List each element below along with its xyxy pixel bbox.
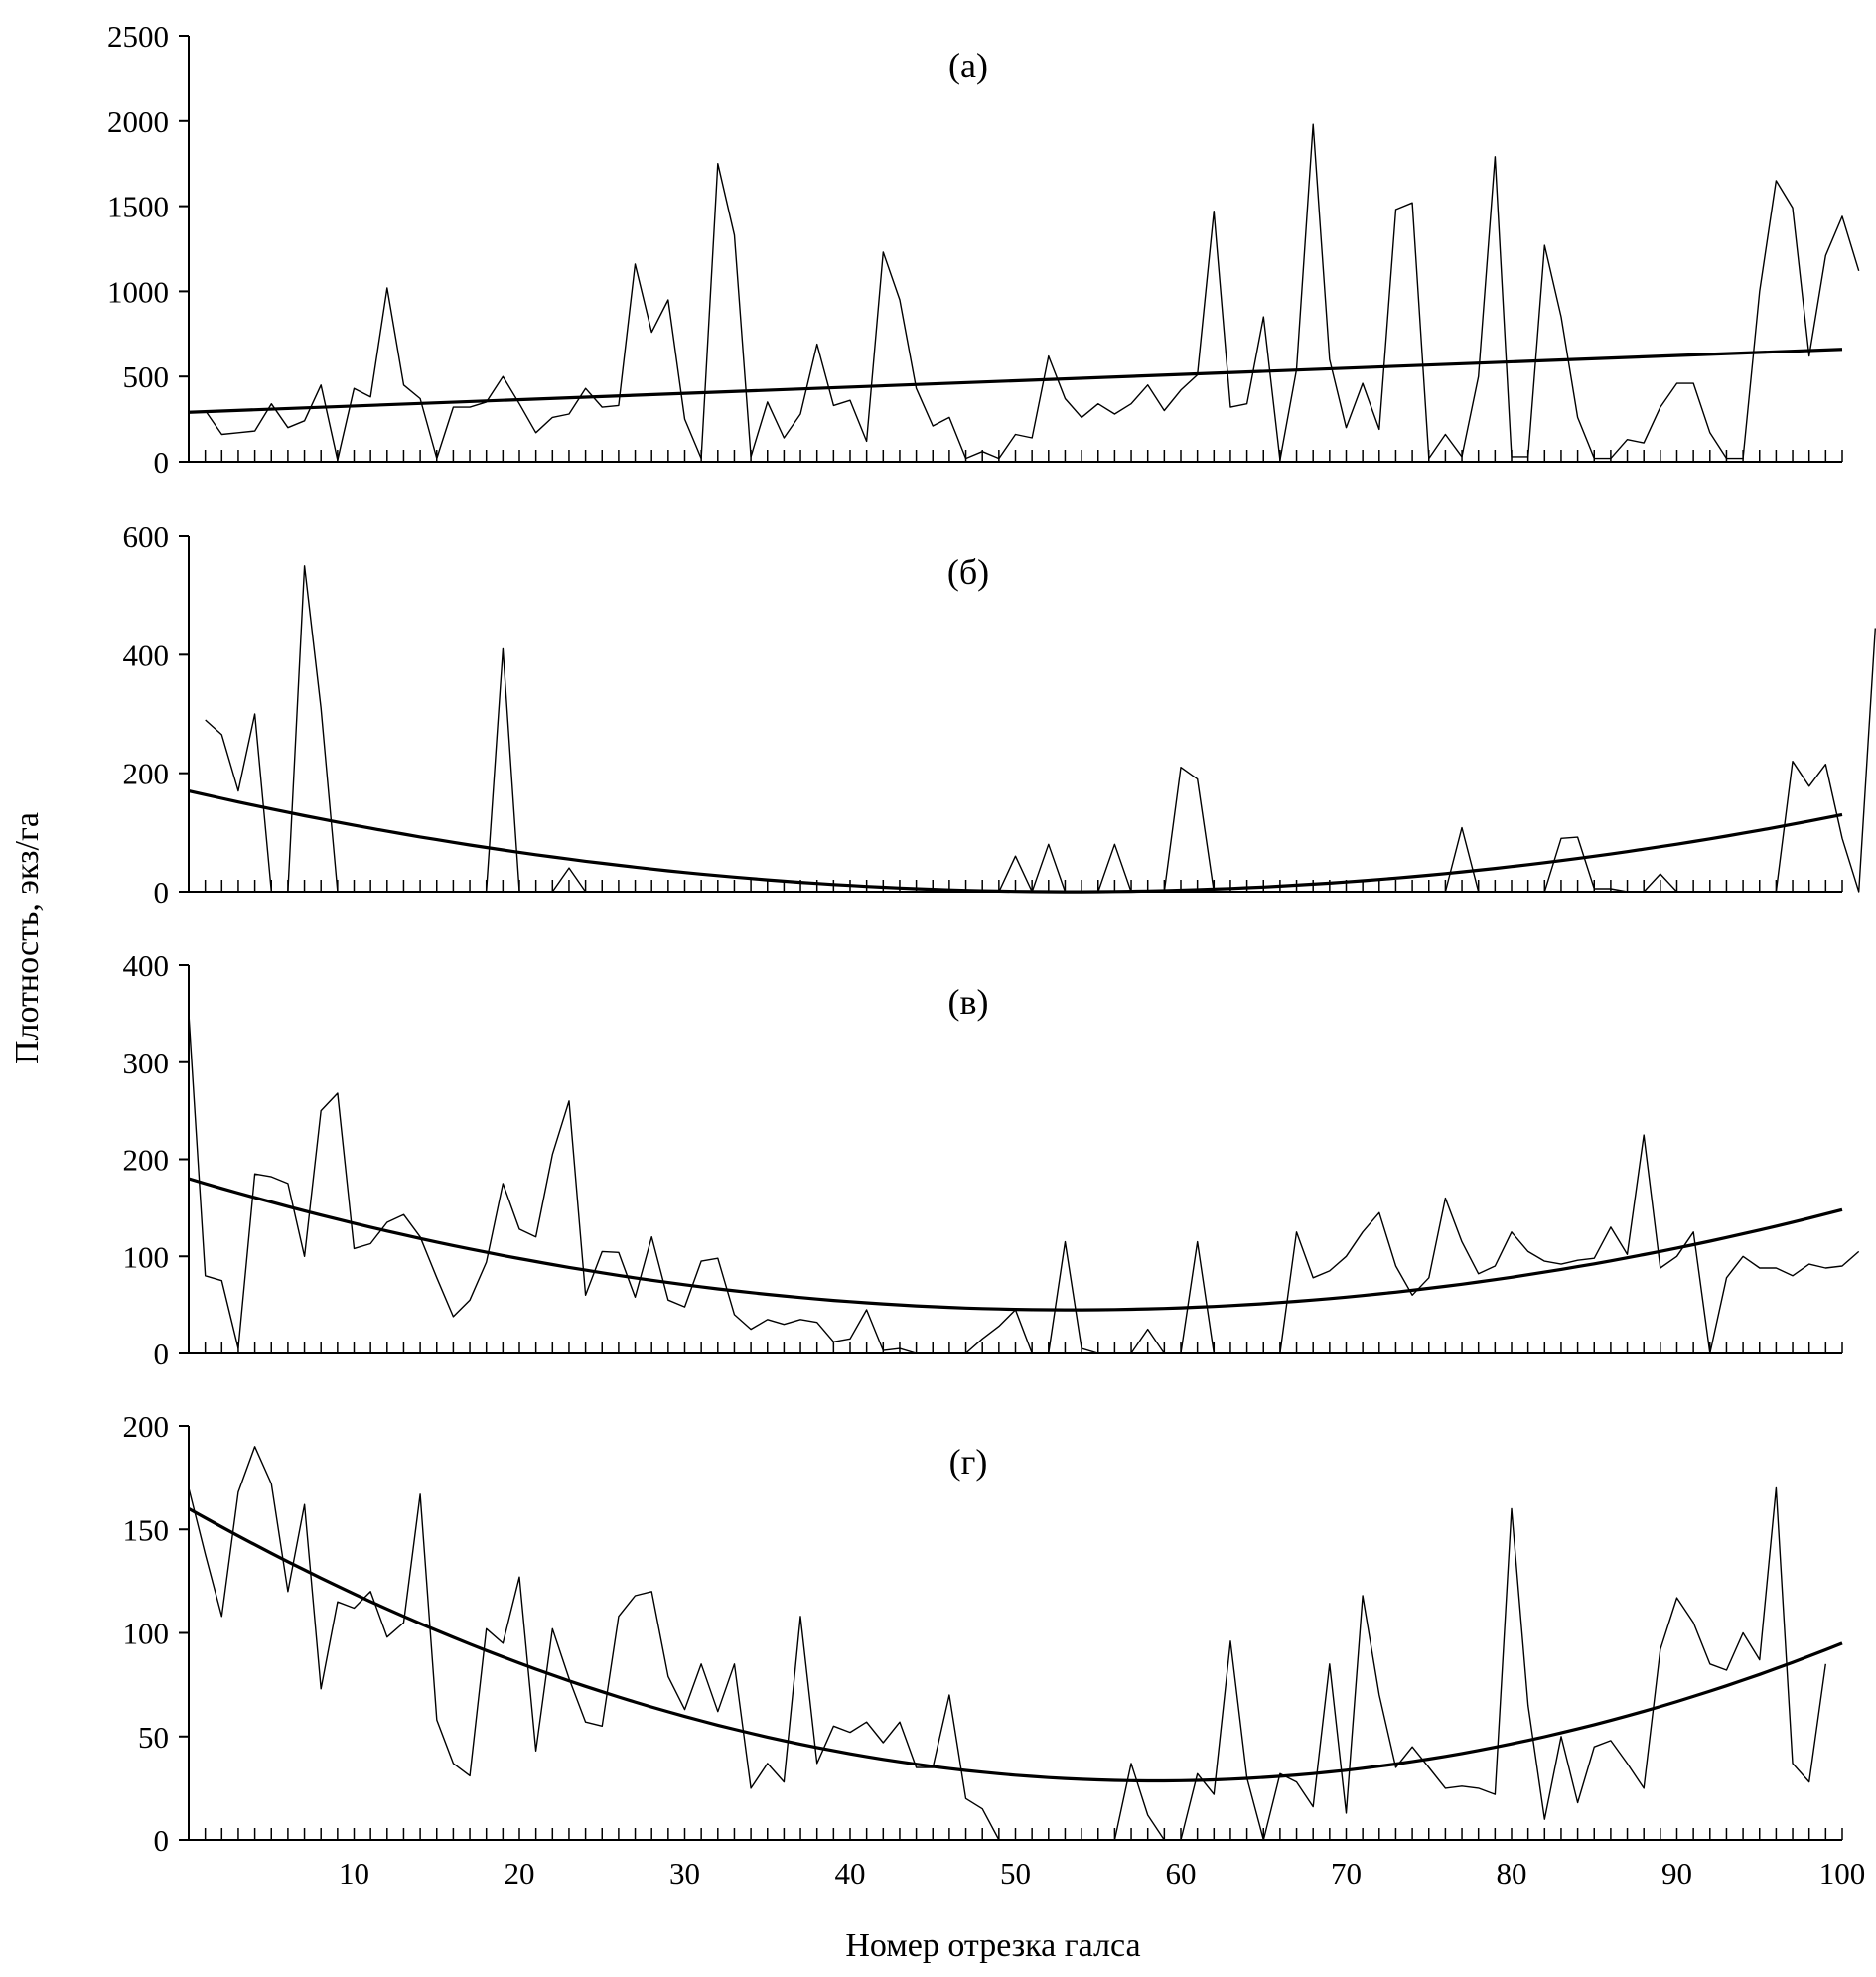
y-tick-label: 0 — [154, 875, 170, 910]
observed-series-line — [205, 565, 1876, 893]
y-tick-label: 1500 — [107, 190, 169, 224]
x-tick-label: 30 — [669, 1856, 700, 1891]
x-tick-label: 80 — [1497, 1856, 1527, 1891]
y-tick-label: 0 — [154, 1823, 170, 1858]
y-tick-label: 150 — [123, 1512, 170, 1547]
y-tick-label: 2500 — [107, 19, 169, 54]
trend-curve — [188, 1177, 1843, 1312]
y-tick-label: 100 — [123, 1617, 170, 1651]
observed-series-line — [188, 1013, 1860, 1354]
panel-title: (а) — [948, 46, 988, 85]
y-tick-label: 200 — [123, 1409, 170, 1444]
x-tick-label: 50 — [1000, 1856, 1031, 1891]
trend-curve — [188, 1507, 1843, 1783]
y-axis-title: Плотность, экз/га — [9, 812, 46, 1064]
x-tick-label: 20 — [505, 1856, 535, 1891]
panel-title: (б) — [947, 552, 989, 592]
panel-2: 0 200 400 600 (б) — [123, 519, 1876, 910]
panel-title: (г) — [949, 1442, 988, 1482]
y-tick-label: 300 — [123, 1046, 170, 1080]
y-tick-label: 200 — [123, 1143, 170, 1178]
y-tick-label: 2000 — [107, 104, 169, 139]
y-tick-label: 400 — [123, 637, 170, 672]
chart-panels: 05001000150020002500(а)0200400600(б)0100… — [107, 19, 1876, 1891]
x-tick-label: 90 — [1661, 1856, 1692, 1891]
x-tick-label: 100 — [1819, 1856, 1866, 1891]
panel-1: 0 500 1000 1500 2000 2500 (а) — [107, 19, 1860, 480]
observed-series-line — [205, 123, 1860, 461]
panel-4: 0 50 100 150 200 (г) 10 20 30 40 50 60 70 80 90 100 — [123, 1409, 1866, 1891]
x-tick-label: 60 — [1166, 1856, 1197, 1891]
y-tick-label: 600 — [123, 519, 170, 554]
y-tick-label: 500 — [123, 359, 170, 394]
y-tick-label: 1000 — [107, 274, 169, 309]
y-tick-label: 100 — [123, 1239, 170, 1274]
panel-3: 0 100 200 300 400 (в) — [123, 948, 1860, 1371]
y-tick-label: 400 — [123, 948, 170, 983]
x-tick-label: 10 — [339, 1856, 369, 1891]
y-tick-label: 0 — [154, 445, 170, 480]
x-axis-title: Номер отрезка галса — [845, 1927, 1140, 1964]
y-tick-label: 0 — [154, 1337, 170, 1371]
y-tick-label: 200 — [123, 757, 170, 791]
panel-title: (в) — [948, 982, 989, 1022]
x-tick-label: 40 — [835, 1856, 866, 1891]
trend-line — [188, 348, 1843, 414]
x-tick-label: 70 — [1331, 1856, 1362, 1891]
trend-curve — [188, 789, 1843, 894]
y-tick-label: 50 — [138, 1720, 169, 1755]
observed-series-line — [188, 1446, 1826, 1841]
